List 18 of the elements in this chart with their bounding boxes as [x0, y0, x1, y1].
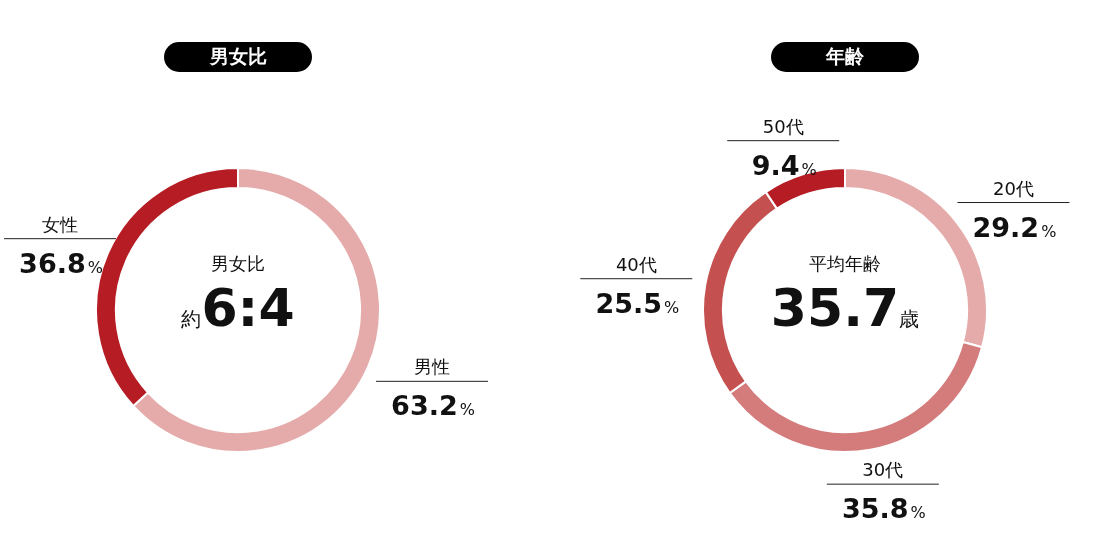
data-label: 29.2% — [972, 211, 1057, 243]
text: 男女比 — [210, 252, 266, 276]
text: 約6:4 — [181, 278, 295, 338]
data-label: 63.2% — [391, 390, 475, 422]
data-label: 25.5% — [595, 287, 680, 319]
text: 35.7歳 — [770, 278, 920, 338]
text: 平均年齢 — [808, 252, 882, 276]
chart-title: 男女比 — [164, 42, 312, 72]
slice-label: 20代 — [992, 177, 1034, 199]
slice-label: 40代 — [615, 253, 657, 275]
data-label: 36.8% — [19, 247, 103, 279]
slice-label: 30代 — [862, 459, 904, 481]
data-label: 35.8% — [841, 493, 926, 525]
slice-label: 男性 — [414, 356, 451, 378]
data-label: 9.4% — [751, 149, 817, 181]
slice-label: 女性 — [42, 213, 78, 235]
slice-label: 50代 — [762, 115, 804, 137]
chart-title: 年齢 — [771, 42, 919, 72]
